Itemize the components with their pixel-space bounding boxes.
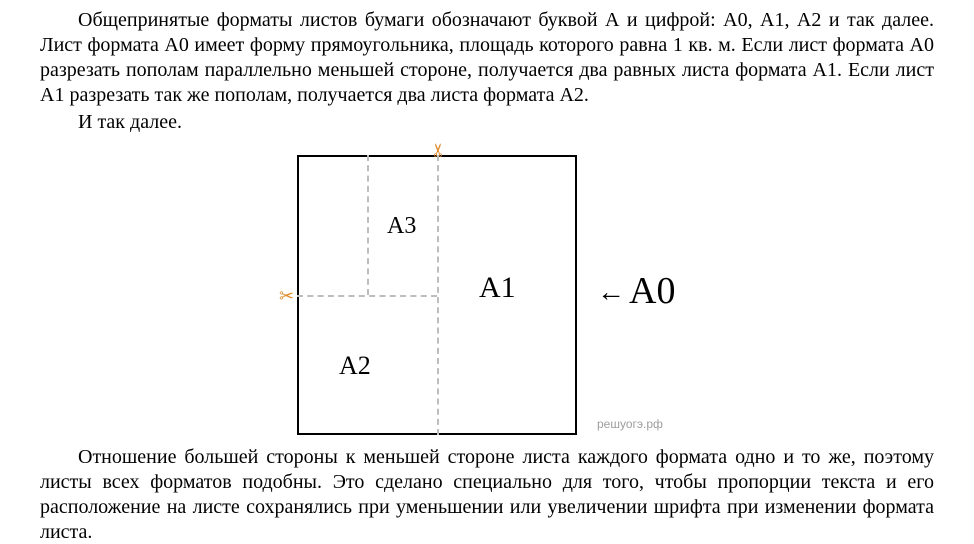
cut-line-horizontal	[297, 295, 437, 297]
arrow-icon: ←	[597, 277, 625, 309]
scissors-icon: ✂	[279, 287, 294, 305]
scissors-icon: ✂	[430, 142, 448, 157]
label-a0: А0	[629, 269, 675, 313]
page: Общепринятые форматы листов бумаги обозн…	[0, 0, 974, 544]
watermark-text: решуогэ.рф	[597, 417, 663, 431]
label-a1: А1	[479, 271, 516, 305]
label-a3: А3	[387, 213, 416, 240]
paragraph-3-text: Отношение большей стороны к меньшей стор…	[40, 446, 934, 543]
label-a2: А2	[339, 351, 371, 381]
cut-line-vertical	[437, 155, 439, 435]
diagram-container: ✂ ✂ А3 А1 А2 ← А0 решуогэ.рф	[40, 141, 934, 441]
paragraph-1-text: Общепринятые форматы листов бумаги обозн…	[40, 9, 934, 106]
paragraph-2: И так далее.	[40, 110, 934, 135]
paragraph-2-text: И так далее.	[78, 111, 182, 133]
cut-line-vertical-short	[367, 155, 369, 295]
paper-formats-diagram: ✂ ✂ А3 А1 А2 ← А0 решуогэ.рф	[217, 141, 757, 441]
paragraph-3: Отношение большей стороны к меньшей стор…	[40, 445, 934, 544]
paragraph-1: Общепринятые форматы листов бумаги обозн…	[40, 8, 934, 108]
